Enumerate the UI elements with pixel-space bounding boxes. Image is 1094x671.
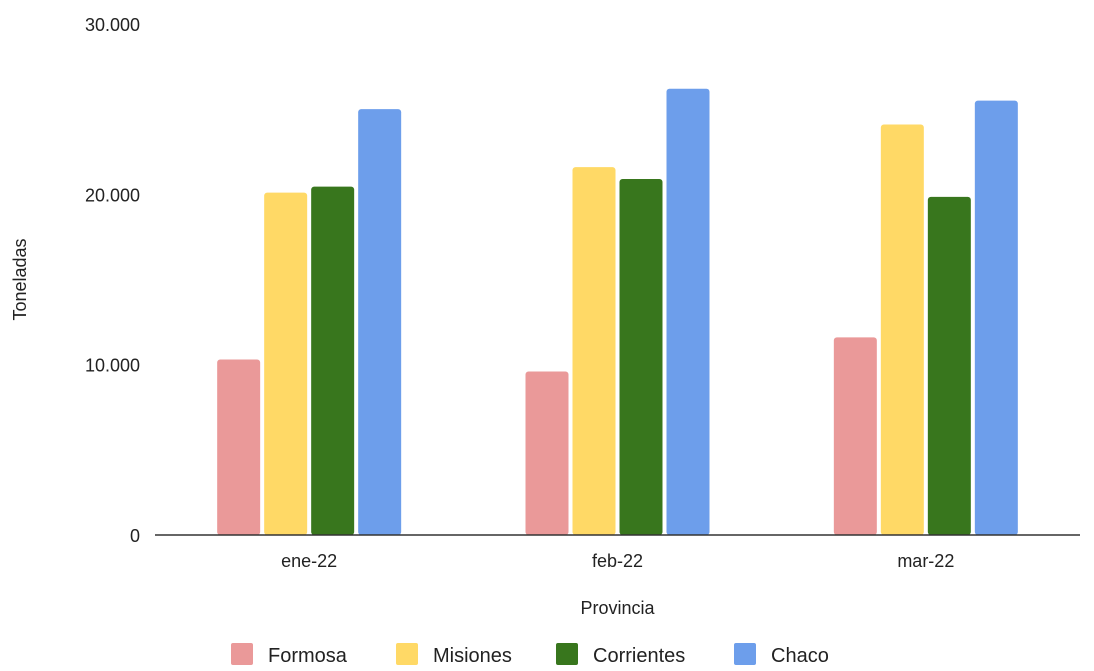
- bar-corrientes-feb-22: [619, 179, 663, 535]
- legend-swatch-misiones: [396, 643, 418, 665]
- x-axis: ene-22 feb-22 mar-22: [281, 551, 954, 571]
- legend-swatch-corrientes: [556, 643, 578, 665]
- legend-label-misiones: Misiones: [433, 645, 512, 666]
- bar-misiones-feb-22: [572, 167, 616, 535]
- bar-formosa-mar-22: [833, 337, 877, 535]
- y-axis: 0 10.000 20.000 30.000: [85, 15, 140, 546]
- bar-misiones-ene-22: [264, 192, 308, 535]
- legend-swatch-chaco: [734, 643, 756, 665]
- legend: Formosa Misiones Corrientes Chaco: [231, 643, 829, 667]
- legend-label-corrientes: Corrientes: [593, 645, 685, 666]
- x-tick-label: mar-22: [897, 551, 954, 571]
- x-tick-label: ene-22: [281, 551, 337, 571]
- legend-label-formosa: Formosa: [268, 645, 348, 666]
- legend-label-chaco: Chaco: [771, 645, 829, 666]
- bar-formosa-ene-22: [217, 359, 261, 535]
- y-axis-title: Toneladas: [10, 238, 30, 320]
- bar-formosa-feb-22: [525, 371, 569, 535]
- y-tick-label: 20.000: [85, 185, 140, 205]
- y-tick-label: 30.000: [85, 15, 140, 35]
- y-tick-label: 0: [130, 526, 140, 546]
- bar-chaco-mar-22: [974, 100, 1018, 536]
- x-axis-title: Provincia: [580, 598, 655, 618]
- x-tick-label: feb-22: [592, 551, 643, 571]
- bar-misiones-mar-22: [880, 124, 924, 535]
- bar-chaco-feb-22: [666, 88, 710, 535]
- legend-swatch-formosa: [231, 643, 253, 665]
- bar-chaco-ene-22: [358, 109, 402, 536]
- bar-corrientes-mar-22: [927, 196, 971, 535]
- bar-corrientes-ene-22: [311, 186, 355, 535]
- bars: [217, 88, 1018, 536]
- y-tick-label: 10.000: [85, 356, 140, 376]
